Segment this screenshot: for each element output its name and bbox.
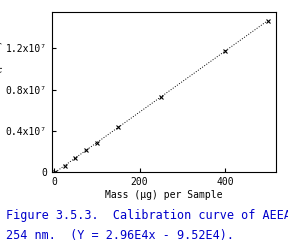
Text: Figure 3.5.3.  Calibration curve of AEEA at: Figure 3.5.3. Calibration curve of AEEA … [6, 209, 288, 222]
X-axis label: Mass (µg) per Sample: Mass (µg) per Sample [105, 190, 223, 200]
Y-axis label: Area Counts (µV·S): Area Counts (µV·S) [0, 39, 3, 145]
Text: 254 nm.  (Y = 2.96E4x - 9.52E4).: 254 nm. (Y = 2.96E4x - 9.52E4). [6, 229, 234, 242]
